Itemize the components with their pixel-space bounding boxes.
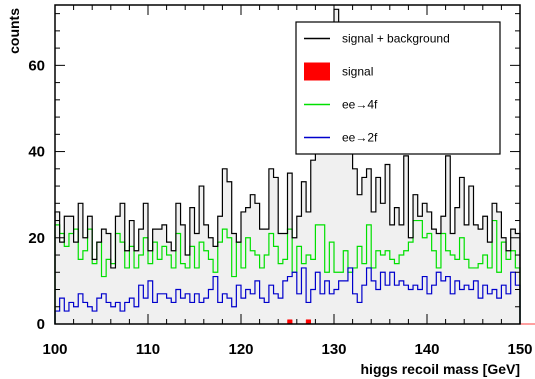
y-axis-title: counts bbox=[6, 8, 22, 54]
y-tick-label: 40 bbox=[28, 144, 45, 161]
x-tick-label: 110 bbox=[136, 341, 160, 358]
y-tick-label: 20 bbox=[28, 230, 45, 247]
legend: signal + background signal ee→4f ee→2f bbox=[295, 21, 501, 155]
series-2f-line bbox=[54, 267, 521, 324]
x-tick-label: 100 bbox=[42, 341, 67, 358]
axes: 100 110 120 130 140 150 0 20 40 60 bbox=[28, 4, 533, 358]
x-tick-label: 130 bbox=[321, 341, 346, 358]
legend-swatch-signal bbox=[304, 62, 330, 81]
legend-label: signal bbox=[342, 65, 373, 79]
x-tick-label: 120 bbox=[228, 341, 253, 358]
legend-label: ee→4f bbox=[342, 98, 378, 112]
x-tick-label: 140 bbox=[414, 341, 439, 358]
legend-label: signal + background bbox=[342, 32, 450, 46]
plot-frame bbox=[54, 4, 521, 325]
legend-box bbox=[295, 21, 501, 155]
y-tick-label: 60 bbox=[28, 57, 45, 74]
legend-label: ee→2f bbox=[342, 131, 378, 145]
x-tick-label: 150 bbox=[507, 341, 532, 358]
x-axis-title: higgs recoil mass [GeV] bbox=[361, 361, 521, 377]
y-tick-label: 0 bbox=[37, 316, 45, 333]
series-total-line bbox=[54, 8, 521, 324]
